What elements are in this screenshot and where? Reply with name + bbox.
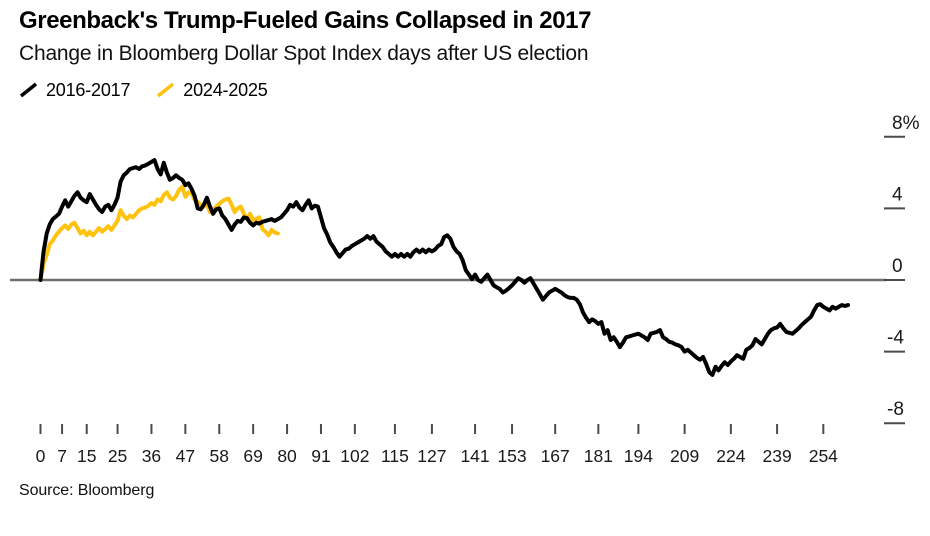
series-line-2016-2017: [38, 158, 850, 377]
legend-item-2024-2025: 2024-2025: [156, 79, 268, 101]
y-tick-label: -4: [887, 328, 904, 349]
x-tick-label: 209: [670, 446, 699, 466]
y-tick-label: 0: [892, 256, 903, 277]
x-tick-label: 25: [108, 446, 127, 466]
legend-slash-icon-yellow: [157, 82, 175, 98]
chart-header: Greenback's Trump-Fueled Gains Collapsed…: [0, 0, 930, 100]
y-tick-label: 8%: [892, 113, 920, 134]
x-tick-label: 167: [541, 446, 570, 466]
source-note: Source: Bloomberg: [19, 482, 155, 499]
legend: 2016-2017 2024-2025: [19, 80, 912, 100]
x-tick-label: 36: [142, 446, 161, 466]
x-tick-label: 7: [57, 446, 67, 466]
x-tick-label: 102: [340, 446, 369, 466]
x-tick-label: 15: [77, 446, 96, 466]
x-tick-label: 153: [497, 446, 526, 466]
legend-slash-icon-black: [19, 82, 38, 98]
x-tick-label: 58: [210, 446, 229, 466]
x-tick-label: 141: [460, 446, 489, 466]
x-tick-label: 127: [417, 446, 446, 466]
x-tick-label: 181: [584, 446, 613, 466]
y-tick-label: 4: [892, 184, 903, 205]
legend-label: 2024-2025: [183, 79, 268, 100]
x-tick-label: 115: [381, 446, 409, 466]
legend-label: 2016-2017: [46, 79, 131, 100]
x-tick-label: 47: [176, 446, 195, 466]
x-tick-label: 0: [36, 446, 46, 466]
y-tick-label: -8: [887, 399, 904, 420]
x-tick-label: 224: [716, 446, 745, 466]
x-tick-label: 254: [809, 446, 838, 466]
chart-title: Greenback's Trump-Fueled Gains Collapsed…: [19, 7, 592, 34]
series-line-2024-2025: [38, 184, 280, 282]
x-tick-label: 69: [243, 446, 262, 466]
chart-area: 8% 4 0 -4 -8 0 7 15 25 36 47 58 69 80 91 102 115 127 141 15…: [0, 102, 930, 474]
chart-canvas: 8%40-4-80 7 15 25 36 47 58 69 80 91 102 115 127 141 15…: [10, 113, 920, 466]
legend-item-2016-2017: 2016-2017: [19, 80, 130, 101]
x-tick-label: 91: [311, 446, 330, 466]
x-tick-label: 194: [624, 446, 653, 466]
x-tick-label: 80: [277, 446, 297, 466]
chart-subtitle: Change in Bloomberg Dollar Spot Index da…: [19, 42, 589, 65]
x-tick-label: 239: [762, 446, 791, 466]
